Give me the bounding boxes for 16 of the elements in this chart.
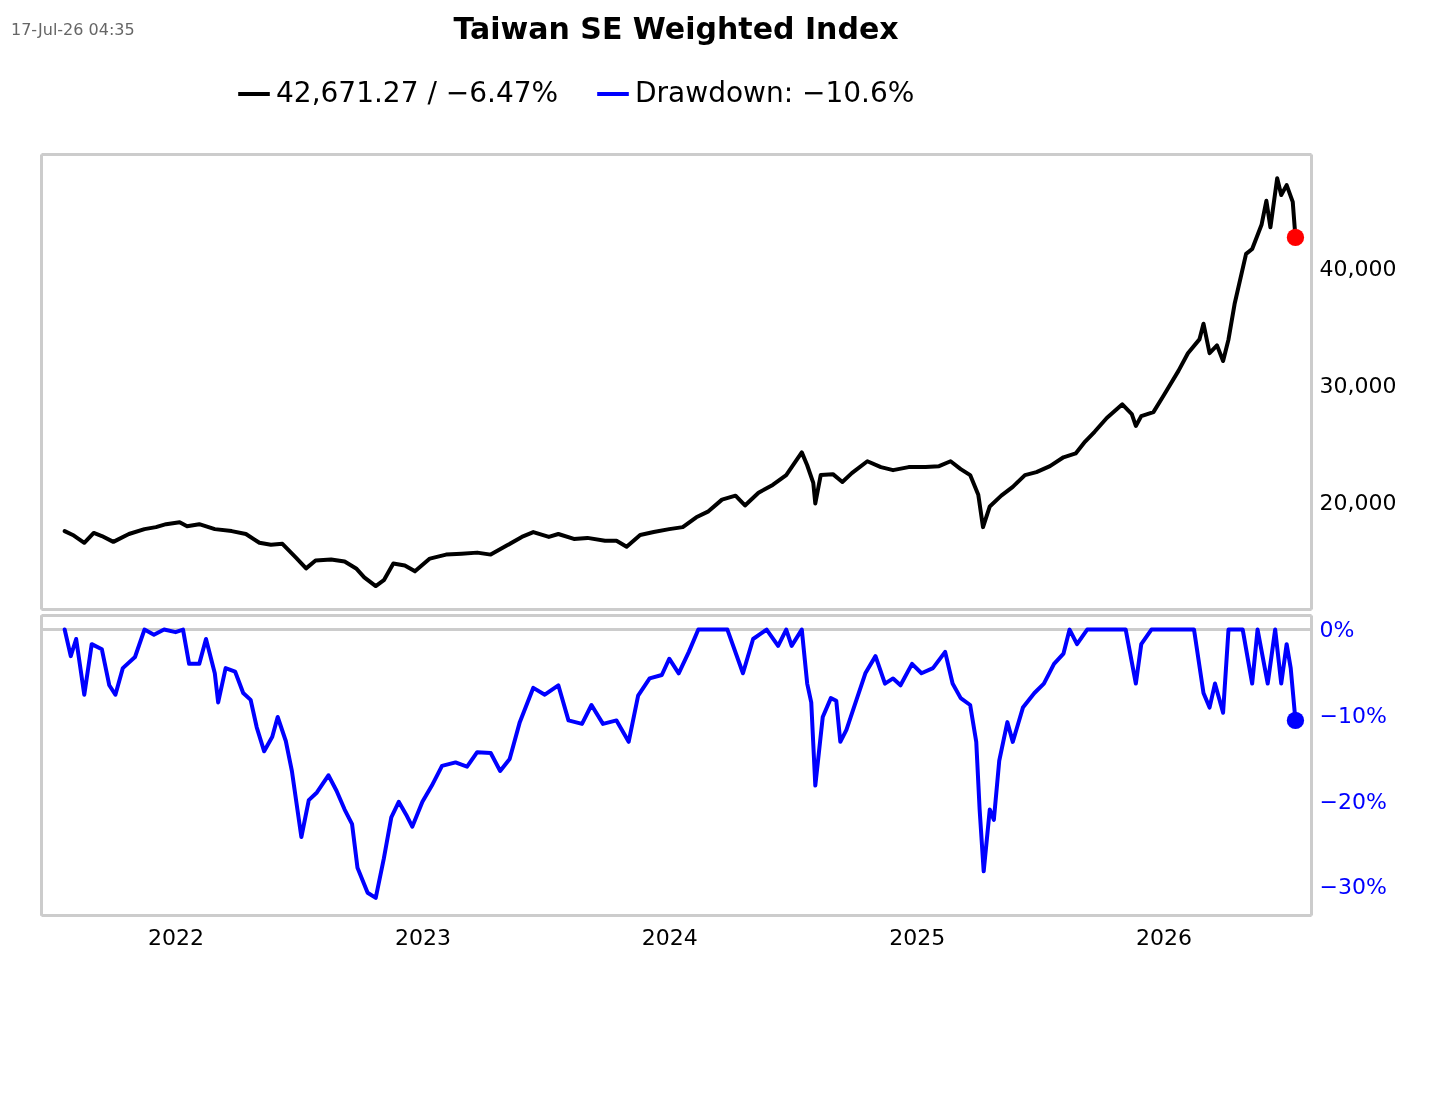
y-tick-label: 20,000 bbox=[1319, 490, 1397, 516]
y-tick-label: 0% bbox=[1319, 617, 1355, 643]
x-tick-label: 2026 bbox=[1136, 924, 1193, 950]
y-tick-label: −20% bbox=[1319, 788, 1387, 814]
x-tick-label: 2025 bbox=[889, 924, 946, 950]
x-tick-label: 2023 bbox=[394, 924, 451, 950]
x-tick-label: 2024 bbox=[641, 924, 698, 950]
y-tick-label: −30% bbox=[1319, 874, 1387, 900]
legend-label: 42,671.27 / −6.47% bbox=[276, 76, 559, 109]
y-tick-label: 40,000 bbox=[1319, 256, 1397, 282]
x-tick-label: 2022 bbox=[148, 924, 205, 950]
chart-title: Taiwan SE Weighted Index bbox=[453, 11, 899, 46]
text: 17-Jul-26 04:35 bbox=[11, 20, 135, 39]
y-tick-label: −10% bbox=[1319, 702, 1387, 728]
legend-label: Drawdown: −10.6% bbox=[635, 76, 915, 109]
y-tick-label: 30,000 bbox=[1319, 373, 1397, 399]
